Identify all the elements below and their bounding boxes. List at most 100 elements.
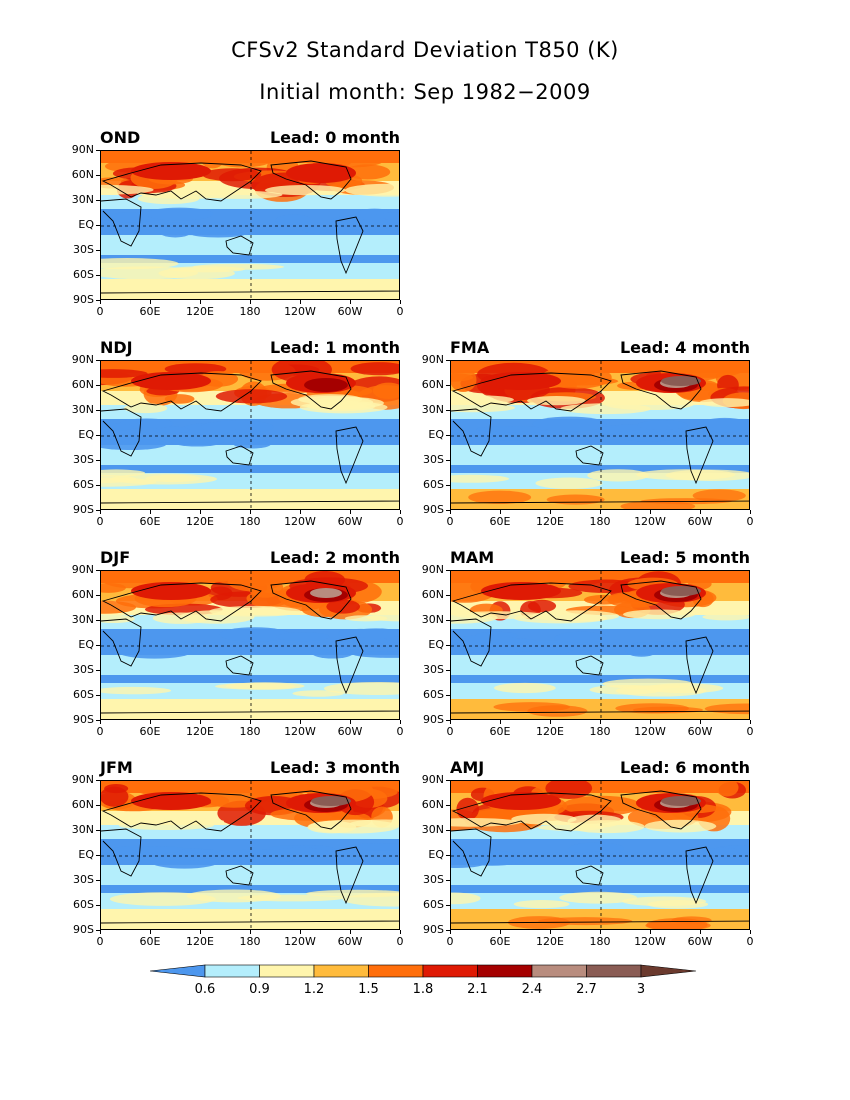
lat-tick xyxy=(96,880,100,881)
map-graphic xyxy=(101,781,399,929)
lat-tick xyxy=(446,645,450,646)
lon-tick xyxy=(250,300,251,304)
lon-tick-label: 0 xyxy=(96,515,104,528)
map-panel-ndj: NDJ Lead: 1 month 90N 60N 30N EQ 30S 60S 90S 0 60E… xyxy=(72,338,404,528)
panel-header: NDJ Lead: 1 month xyxy=(100,338,400,357)
lat-tick-label: EQ xyxy=(428,848,444,861)
lon-tick xyxy=(700,720,701,724)
map-graphic xyxy=(101,361,399,509)
lat-tick xyxy=(96,385,100,386)
lon-tick xyxy=(300,720,301,724)
lat-tick-label: 60S xyxy=(423,898,444,911)
colorbar-level-label: 2.4 xyxy=(521,982,543,997)
lat-tick-label: 60N xyxy=(71,798,94,811)
lon-tick-label: 120E xyxy=(186,305,214,318)
map-graphic xyxy=(451,781,749,929)
lon-tick xyxy=(400,510,401,514)
lat-tick xyxy=(446,930,450,931)
map-panel-fma: FMA Lead: 4 month 90N 60N 30N EQ 30S 60S 90S 0 60E… xyxy=(422,338,754,528)
lon-tick xyxy=(150,300,151,304)
lon-tick xyxy=(550,720,551,724)
map-field xyxy=(100,150,400,300)
lon-tick-label: 180 xyxy=(239,305,261,318)
lon-tick-label: 60W xyxy=(337,305,363,318)
lon-tick-label: 60E xyxy=(489,725,511,738)
lon-tick-label: 120W xyxy=(634,935,666,948)
colorbar-swatch xyxy=(477,964,533,978)
map-field xyxy=(100,570,400,720)
lat-tick-label: 30S xyxy=(423,873,444,886)
map-field xyxy=(100,780,400,930)
lon-tick xyxy=(100,510,101,514)
lon-tick-label: 0 xyxy=(446,725,454,738)
lat-tick-label: 30S xyxy=(73,453,94,466)
lead-label: Lead: 1 month xyxy=(269,338,400,357)
lon-tick xyxy=(200,720,201,724)
figure-subtitle: Initial month: Sep 1982−2009 xyxy=(259,80,591,104)
colorbar-level-label: 1.2 xyxy=(303,982,325,997)
lon-tick-label: 120W xyxy=(634,515,666,528)
lat-tick-label: EQ xyxy=(78,428,94,441)
lon-tick xyxy=(450,930,451,934)
season-label: NDJ xyxy=(100,338,133,357)
lat-tick xyxy=(96,435,100,436)
lat-tick xyxy=(446,905,450,906)
lat-tick-label: 60N xyxy=(421,378,444,391)
colorbar-level-label: 0.9 xyxy=(249,982,270,997)
lon-tick xyxy=(350,930,351,934)
lon-tick xyxy=(250,510,251,514)
lat-tick xyxy=(96,855,100,856)
colorbar-swatch xyxy=(368,964,424,978)
map-field xyxy=(450,780,750,930)
lat-tick-label: EQ xyxy=(428,638,444,651)
colorbar-level-label: 2.1 xyxy=(467,982,488,997)
lat-tick-label: 30N xyxy=(71,403,94,416)
lon-tick-label: 0 xyxy=(396,305,404,318)
lon-tick-label: 120W xyxy=(634,725,666,738)
map-field xyxy=(450,570,750,720)
panel-header: AMJ Lead: 6 month xyxy=(450,758,750,777)
lon-tick xyxy=(400,930,401,934)
lat-tick xyxy=(446,720,450,721)
lat-tick-label: 90N xyxy=(71,563,94,576)
colorbar-swatch xyxy=(313,964,369,978)
panel-header: MAM Lead: 5 month xyxy=(450,548,750,567)
lat-tick-label: EQ xyxy=(78,848,94,861)
lon-tick xyxy=(450,720,451,724)
lon-tick-label: 180 xyxy=(589,725,611,738)
season-label: OND xyxy=(100,128,141,147)
lat-tick xyxy=(96,830,100,831)
lon-tick-label: 0 xyxy=(396,935,404,948)
lat-tick-label: 60N xyxy=(71,588,94,601)
lon-tick xyxy=(600,720,601,724)
panel-header: DJF Lead: 2 month xyxy=(100,548,400,567)
lon-tick xyxy=(250,930,251,934)
lat-tick xyxy=(96,225,100,226)
lat-tick xyxy=(446,830,450,831)
lat-tick-label: 30S xyxy=(423,663,444,676)
lat-tick-label: 30S xyxy=(73,243,94,256)
lat-tick xyxy=(446,780,450,781)
colorbar-level-label: 3 xyxy=(636,982,646,997)
lat-tick-label: 30S xyxy=(73,873,94,886)
lon-tick xyxy=(300,300,301,304)
lat-tick xyxy=(96,275,100,276)
lon-tick-label: 120W xyxy=(284,725,316,738)
map-graphic xyxy=(101,571,399,719)
lon-tick-label: 0 xyxy=(746,515,754,528)
lon-tick xyxy=(750,720,751,724)
lat-tick-label: 60N xyxy=(421,798,444,811)
lat-tick-label: 30S xyxy=(423,453,444,466)
lat-tick xyxy=(96,300,100,301)
lat-tick xyxy=(446,670,450,671)
lon-tick-label: 60W xyxy=(687,515,713,528)
lat-tick xyxy=(96,805,100,806)
lon-tick-label: 180 xyxy=(239,515,261,528)
lon-tick xyxy=(700,510,701,514)
lead-label: Lead: 5 month xyxy=(619,548,750,567)
lon-tick-label: 180 xyxy=(589,935,611,948)
lat-tick-label: 30N xyxy=(71,613,94,626)
lat-tick-label: 30N xyxy=(421,613,444,626)
lat-tick-label: EQ xyxy=(78,218,94,231)
lead-label: Lead: 2 month xyxy=(269,548,400,567)
